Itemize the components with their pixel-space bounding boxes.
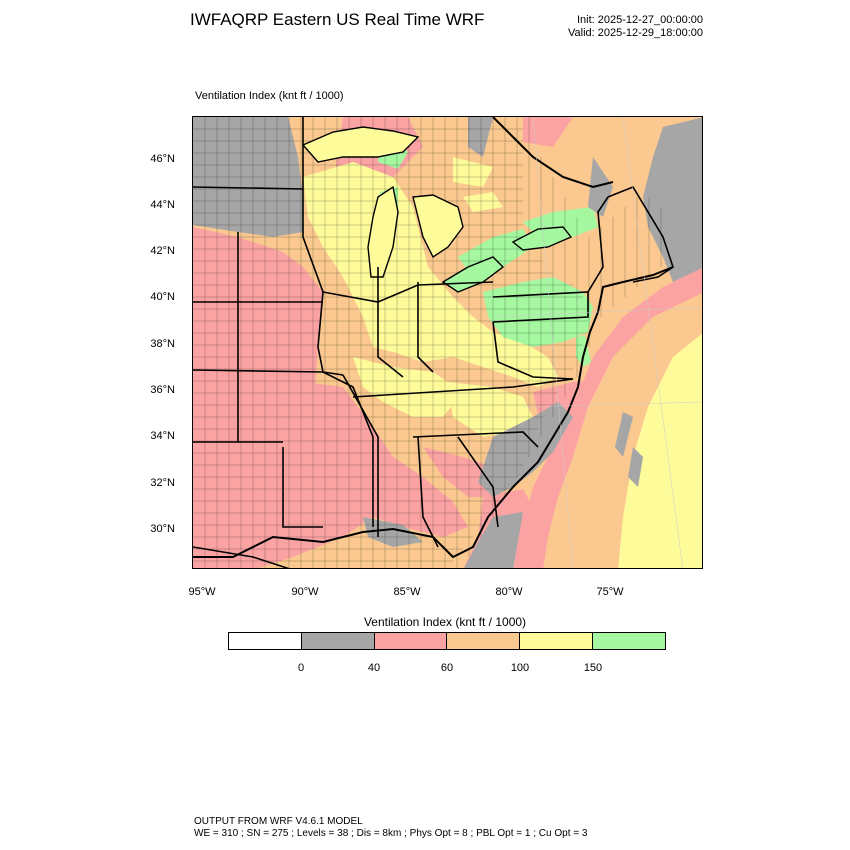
field-label: Ventilation Index (knt ft / 1000) xyxy=(195,90,344,102)
lat-label-46: 46°N xyxy=(150,153,175,165)
colorbar-swatch-below-0 xyxy=(229,633,302,649)
colorbar-title: Ventilation Index (knt ft / 1000) xyxy=(363,615,527,629)
lon-label-90: 90°W xyxy=(291,586,319,598)
model-info-line: OUTPUT FROM WRF V4.6.1 MODEL xyxy=(194,816,363,827)
lat-label-36: 36°N xyxy=(150,384,175,396)
colorbar-swatch-0-40 xyxy=(301,633,375,649)
lat-label-38: 38°N xyxy=(150,338,175,350)
county-grid xyxy=(193,117,662,568)
colorbar-tick-100: 100 xyxy=(510,662,530,674)
colorbar-swatch-40-60 xyxy=(374,633,448,649)
great-lakes xyxy=(301,126,573,293)
colorbar-tick-40: 40 xyxy=(367,662,381,674)
valid-time-label: Valid: 2025-12-29_18:00:00 xyxy=(568,27,703,39)
graticule xyxy=(492,117,702,568)
state-borders xyxy=(193,117,674,568)
lat-label-34: 34°N xyxy=(150,430,175,442)
ventilation-index-map xyxy=(193,117,702,568)
colorbar-swatch-60-100 xyxy=(447,633,521,649)
lat-label-42: 42°N xyxy=(150,245,175,257)
lon-label-80: 80°W xyxy=(495,586,523,598)
colorbar-tick-0: 0 xyxy=(297,662,305,674)
lat-label-30: 30°N xyxy=(150,523,175,535)
lon-label-85: 85°W xyxy=(393,586,421,598)
map-panel xyxy=(192,116,703,569)
lon-label-95: 95°W xyxy=(188,586,216,598)
gray-zones xyxy=(193,117,702,568)
colorbar-swatch-above-150 xyxy=(593,633,665,649)
init-time-label: Init: 2025-12-27_00:00:00 xyxy=(577,14,703,26)
map-title: IWFAQRP Eastern US Real Time WRF xyxy=(190,10,485,29)
colorbar-tick-60: 60 xyxy=(440,662,454,674)
lat-label-44: 44°N xyxy=(150,199,175,211)
colorbar-swatch-100-150 xyxy=(520,633,594,649)
lon-label-75: 75°W xyxy=(596,586,624,598)
coastline xyxy=(193,117,674,559)
colorbar xyxy=(228,632,666,650)
colorbar-tick-150: 150 xyxy=(583,662,603,674)
lat-label-32: 32°N xyxy=(150,477,175,489)
lat-label-40: 40°N xyxy=(150,291,175,303)
model-config-line: WE = 310 ; SN = 275 ; Levels = 38 ; Dis … xyxy=(194,828,588,839)
